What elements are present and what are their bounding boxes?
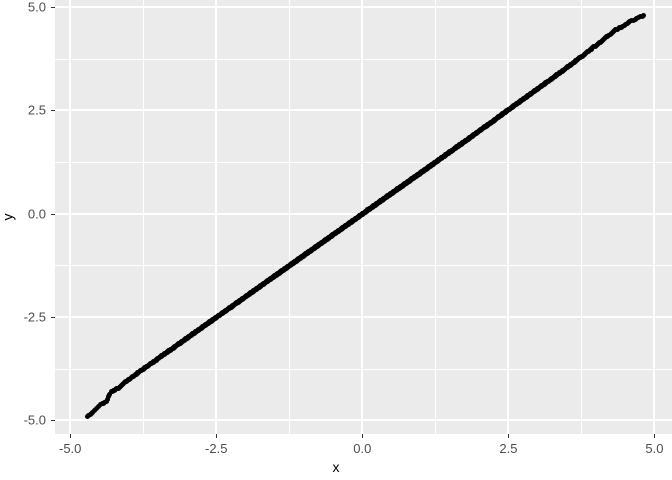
gridline-vertical	[435, 0, 437, 434]
y-tick-mark	[51, 7, 55, 9]
gridline-vertical	[69, 0, 72, 434]
x-tick-mark	[70, 434, 72, 438]
x-tick-label: -2.5	[205, 441, 228, 456]
gridline-horizontal	[55, 58, 672, 60]
x-tick-mark	[362, 434, 364, 438]
y-tick-label: 0.0	[27, 206, 46, 222]
y-tick-mark	[51, 317, 55, 319]
data-point	[107, 391, 113, 397]
gridline-horizontal	[55, 162, 672, 164]
gridline-vertical	[143, 0, 145, 434]
gridline-horizontal	[55, 316, 672, 319]
x-tick-label: 2.5	[499, 441, 518, 456]
y-tick-mark	[51, 213, 55, 215]
x-tick-mark	[654, 434, 656, 438]
gridline-horizontal	[55, 419, 672, 422]
gridline-vertical	[581, 0, 583, 434]
plot-panel	[55, 0, 672, 434]
y-tick-label: 2.5	[27, 102, 46, 118]
gridline-vertical	[215, 0, 218, 434]
y-tick-label: -5.0	[23, 412, 46, 428]
x-axis-title: x	[332, 459, 340, 475]
x-tick-mark	[216, 434, 218, 438]
x-tick-label: 0.0	[353, 441, 372, 456]
y-tick-mark	[51, 420, 55, 422]
gridline-horizontal	[55, 368, 672, 370]
y-tick-mark	[51, 110, 55, 112]
gridline-horizontal	[55, 6, 672, 9]
data-point	[641, 12, 647, 18]
x-tick-label: -5.0	[58, 441, 82, 456]
gridline-vertical	[653, 0, 656, 434]
x-tick-label: 5.0	[645, 441, 664, 456]
y-tick-label: -2.5	[23, 309, 46, 325]
gridline-vertical	[507, 0, 510, 434]
gridline-horizontal	[55, 109, 672, 112]
data-point	[106, 394, 112, 400]
data-points-layer	[55, 0, 672, 434]
data-point	[103, 399, 109, 405]
y-tick-label: 5.0	[27, 0, 46, 15]
gridline-horizontal	[55, 265, 672, 267]
y-axis-title: y	[0, 213, 16, 221]
x-tick-mark	[508, 434, 510, 438]
data-point	[105, 396, 111, 402]
gridline-vertical	[289, 0, 291, 434]
